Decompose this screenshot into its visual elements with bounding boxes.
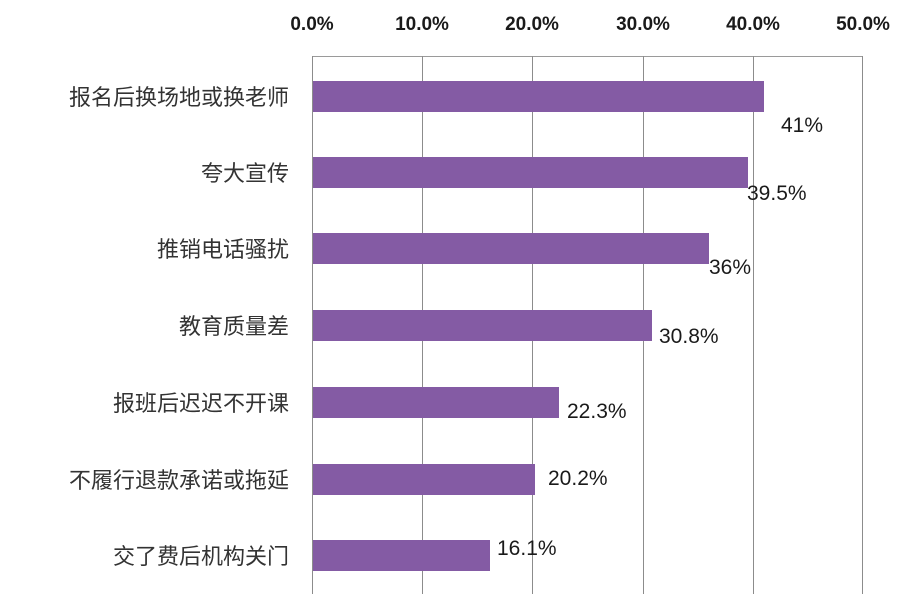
value-label: 22.3% xyxy=(567,400,627,423)
category-label: 报名后换场地或换老师 xyxy=(68,86,289,111)
x-tick-label: 0.0% xyxy=(290,14,334,35)
gridline xyxy=(862,56,863,594)
value-label: 30.8% xyxy=(659,325,719,348)
value-label: 41% xyxy=(781,114,824,137)
bar xyxy=(313,157,748,188)
category-label: 交了费后机构关门 xyxy=(112,545,289,570)
bar xyxy=(313,540,490,571)
x-tick-label: 30.0% xyxy=(616,14,670,35)
x-tick-label: 10.0% xyxy=(395,14,449,35)
bar xyxy=(313,387,559,418)
category-label: 报班后迟迟不开课 xyxy=(112,392,289,417)
value-label: 39.5% xyxy=(747,182,807,205)
category-label: 教育质量差 xyxy=(178,315,289,340)
x-tick-label: 40.0% xyxy=(726,14,780,35)
x-tick-label: 20.0% xyxy=(505,14,559,35)
x-tick-label: 50.0% xyxy=(836,14,890,35)
plot-area xyxy=(312,56,863,594)
value-label: 20.2% xyxy=(548,467,608,490)
gridline xyxy=(312,56,313,594)
bar xyxy=(313,464,535,495)
category-label: 推销电话骚扰 xyxy=(156,238,289,263)
category-label: 夸大宣传 xyxy=(200,162,289,187)
plot-top-border xyxy=(312,56,863,57)
bar xyxy=(313,310,652,341)
category-label: 不履行退款承诺或拖延 xyxy=(68,469,289,494)
bar xyxy=(313,233,709,264)
bar xyxy=(313,81,764,112)
value-label: 16.1% xyxy=(497,537,557,560)
value-label: 36% xyxy=(709,256,752,279)
gridline xyxy=(753,56,754,594)
